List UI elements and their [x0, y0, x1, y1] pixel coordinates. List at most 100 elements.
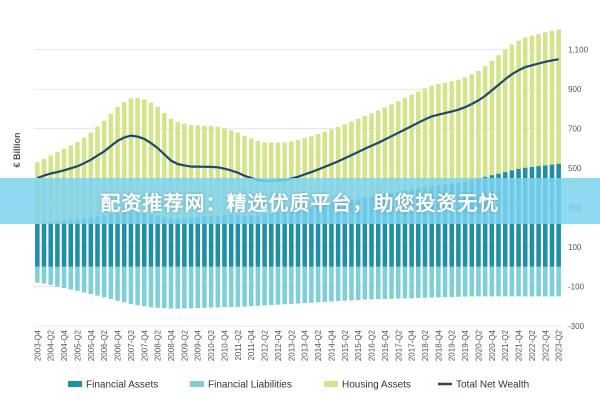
- financial-liabilities-bar: [456, 266, 461, 297]
- financial-liabilities-bar: [148, 266, 154, 308]
- financial-liabilities-bar: [195, 266, 201, 309]
- financial-liabilities-bar: [369, 266, 374, 300]
- financial-liabilities-bar: [48, 266, 53, 285]
- financial-liabilities-bar: [416, 266, 421, 298]
- financial-liabilities-bar: [329, 266, 334, 302]
- financial-assets-bar: [162, 217, 167, 267]
- financial-liabilities-bar: [436, 266, 441, 298]
- legend-label: Housing Assets: [342, 380, 411, 391]
- housing-assets-bar: [335, 127, 341, 203]
- financial-assets-bar: [289, 210, 294, 267]
- financial-liabilities-bar: [41, 266, 47, 284]
- y-tick-label: -300: [568, 322, 585, 331]
- housing-assets-bar: [128, 98, 134, 212]
- financial-assets-bar: [48, 222, 53, 267]
- x-tick-label: 2011-Q2: [234, 329, 243, 360]
- watermark-text: 配资推荐网：精选优质平台，助您投资无忧: [100, 190, 500, 215]
- x-tick-label: 2008-Q4: [167, 329, 176, 361]
- x-tick-label: 2013-Q4: [301, 329, 310, 361]
- financial-assets-bar: [35, 223, 40, 267]
- financial-liabilities-bar: [422, 266, 428, 298]
- housing-assets-bar: [142, 99, 147, 214]
- y-tick-label: 700: [568, 125, 582, 134]
- housing-assets-bar: [135, 98, 140, 213]
- financial-assets-bar: [182, 218, 187, 267]
- legend-swatch: [190, 381, 204, 387]
- housing-assets-bar: [442, 82, 448, 185]
- financial-liabilities-bar: [315, 266, 321, 303]
- financial-liabilities-bar: [228, 266, 234, 308]
- financial-assets-bar: [135, 212, 140, 267]
- financial-assets-bar: [142, 213, 147, 267]
- financial-assets-bar: [101, 215, 107, 267]
- legend-swatch: [68, 381, 82, 387]
- financial-assets-bar: [202, 216, 207, 267]
- financial-liabilities-bar: [101, 266, 107, 298]
- housing-assets-bar: [95, 126, 100, 217]
- financial-assets-bar: [369, 196, 374, 267]
- financial-liabilities-bar: [175, 266, 180, 309]
- financial-liabilities-bar: [543, 266, 548, 297]
- housing-assets-bar: [228, 130, 234, 216]
- financial-liabilities-bar: [115, 266, 120, 301]
- housing-assets-bar: [522, 37, 528, 168]
- x-tick-label: 2004-Q2: [47, 329, 56, 361]
- financial-liabilities-bar: [268, 266, 274, 306]
- financial-assets-bar: [128, 211, 134, 267]
- financial-assets-bar: [342, 201, 348, 267]
- financial-liabilities-bar: [375, 266, 381, 300]
- housing-assets-bar: [549, 30, 555, 165]
- legend-swatch: [324, 381, 338, 387]
- housing-assets-bar: [409, 94, 414, 190]
- financial-liabilities-bar: [88, 266, 94, 295]
- financial-liabilities-bar: [75, 266, 80, 291]
- net-wealth-line-layer: [36, 58, 559, 183]
- housing-assets-bar: [543, 32, 548, 166]
- financial-liabilities-bar: [215, 266, 221, 308]
- financial-assets-bar: [429, 185, 434, 267]
- financial-liabilities-bar: [282, 266, 287, 305]
- financial-liabilities-bar: [248, 266, 254, 307]
- financial-assets-bar: [215, 215, 221, 267]
- housing-assets-bar: [496, 55, 501, 174]
- financial-liabilities-bar: [242, 266, 247, 307]
- housing-assets-bar: [88, 132, 94, 218]
- housing-assets-bar: [168, 118, 174, 219]
- financial-liabilities-bar: [469, 266, 475, 297]
- x-tick-label: 2010-Q4: [221, 329, 230, 361]
- x-tick-label: 2022-Q4: [541, 329, 550, 361]
- financial-liabilities-bar: [462, 266, 468, 297]
- y-tick-label: 1,100: [568, 46, 589, 55]
- housing-assets-bar: [235, 132, 241, 216]
- financial-assets-bar: [222, 215, 227, 267]
- housing-assets-bar: [255, 140, 261, 215]
- x-tick-label: 2016-Q4: [381, 329, 390, 361]
- housing-assets-bar: [282, 142, 287, 212]
- financial-assets-bar: [175, 218, 180, 267]
- financial-assets-bar: [402, 190, 408, 267]
- financial-assets-bar: [228, 215, 234, 267]
- housing-assets-bar: [121, 102, 127, 213]
- x-tick-label: 2023-Q2: [555, 329, 564, 361]
- x-tick-label: 2009-Q2: [180, 329, 189, 361]
- financial-liabilities-bar: [128, 266, 134, 304]
- housing-assets-bar: [482, 66, 488, 177]
- financial-liabilities-bar: [295, 266, 301, 304]
- x-tick-label: 2007-Q4: [140, 329, 149, 361]
- financial-liabilities-bar: [489, 266, 495, 297]
- financial-liabilities-bar: [121, 266, 127, 303]
- financial-assets-bar: [309, 207, 314, 267]
- legend-label: Total Net Wealth: [456, 380, 529, 391]
- financial-assets-bar: [449, 183, 454, 267]
- x-tick-label: 2010-Q2: [207, 329, 216, 361]
- housing-assets-bar: [202, 125, 207, 217]
- legend-financial-assets: Financial Assets: [68, 380, 158, 391]
- financial-assets-bar: [389, 192, 394, 267]
- housing-assets-bar: [489, 60, 495, 176]
- financial-liabilities-bar: [142, 266, 147, 307]
- y-tick-label: 500: [568, 164, 582, 173]
- housing-assets-bar: [108, 113, 114, 215]
- financial-assets-bar: [329, 203, 334, 267]
